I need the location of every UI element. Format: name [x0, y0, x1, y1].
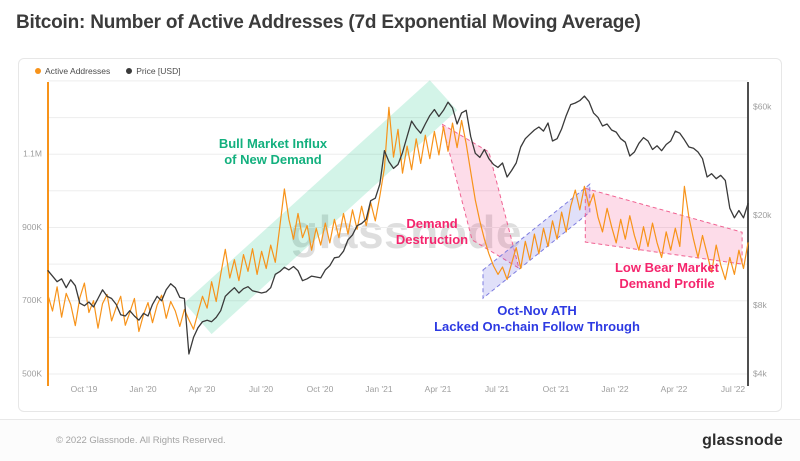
annotation-low-bear-market: Low Bear Market Demand Profile [572, 260, 762, 291]
legend-item-price[interactable]: Price [USD] [126, 66, 181, 76]
annotation-ath-follow-through: Oct-Nov ATH Lacked On-chain Follow Throu… [407, 303, 667, 334]
left-axis-tick: 500K [22, 369, 42, 379]
annotation-ath-line1: Oct-Nov ATH [497, 303, 577, 318]
right-axis-tick: $8k [753, 300, 767, 310]
band-demand-destruction [441, 123, 520, 270]
x-axis-tick: Jan '22 [601, 384, 628, 394]
series-line-active-addresses [47, 106, 749, 333]
chart-canvas[interactable]: 500K 700K 900K 1.1M $4k $8k $20k $60k Oct '19 Jan… [18, 58, 782, 411]
x-axis-tick: Jan '21 [365, 384, 392, 394]
chart-card: glassnode 500K 700K 900K 1.1M $4k $8k $20k $60k… [18, 58, 782, 412]
left-axis-tick: 700K [22, 295, 42, 305]
x-axis-tick: Apr '22 [661, 384, 688, 394]
footer: © 2022 Glassnode. All Rights Reserved. g… [0, 419, 800, 461]
band-bull-market-influx [184, 80, 458, 335]
x-axis-tick: Jul '20 [249, 384, 274, 394]
x-axis-tick: Jan '20 [129, 384, 156, 394]
x-axis-tick: Oct '21 [543, 384, 570, 394]
annotation-bull-market: Bull Market Influx of New Demand [173, 136, 373, 167]
left-axis-tick: 1.1M [23, 149, 42, 159]
right-axis-tick: $4k [753, 369, 767, 379]
chart-legend: Active Addresses Price [USD] [35, 66, 181, 76]
page-title: Bitcoin: Number of Active Addresses (7d … [16, 12, 641, 33]
x-axis-tick: Apr '21 [425, 384, 452, 394]
annotation-low-bear-line1: Low Bear Market [614, 260, 720, 275]
right-axis-tick: $60k [753, 102, 772, 112]
right-axis-tick: $20k [753, 210, 772, 220]
price-dot-icon [126, 68, 133, 74]
x-axis-tick: Oct '19 [71, 384, 98, 394]
x-axis-tick: Apr '20 [189, 384, 216, 394]
annotation-demand-destruction-line2: Destruction [395, 231, 469, 247]
legend-label-price: Price [USD] [136, 66, 181, 76]
band-low-bear-market [584, 187, 743, 265]
glassnode-logo: glassnode [702, 431, 783, 449]
annotation-bull-market-line1: Bull Market Influx [218, 136, 328, 151]
left-axis-tick: 900K [22, 222, 42, 232]
legend-label-active-addresses: Active Addresses [45, 66, 111, 76]
annotation-bull-market-line2: of New Demand [224, 151, 322, 167]
x-axis-tick: Jul '22 [721, 384, 746, 394]
copyright-text: © 2022 Glassnode. All Rights Reserved. [56, 435, 226, 446]
legend-item-active-addresses[interactable]: Active Addresses [35, 66, 110, 76]
x-axis-tick: Jul '21 [485, 384, 510, 394]
series-line-price [47, 95, 749, 355]
x-axis-tick: Oct '20 [307, 384, 334, 394]
annotation-demand-destruction: Demand Destruction [352, 216, 512, 247]
annotation-ath-line2: Lacked On-chain Follow Through [434, 318, 640, 334]
active-addresses-dot-icon [35, 68, 41, 74]
annotation-demand-destruction-line1: Demand [406, 216, 458, 231]
annotation-low-bear-line2: Demand Profile [619, 275, 715, 291]
